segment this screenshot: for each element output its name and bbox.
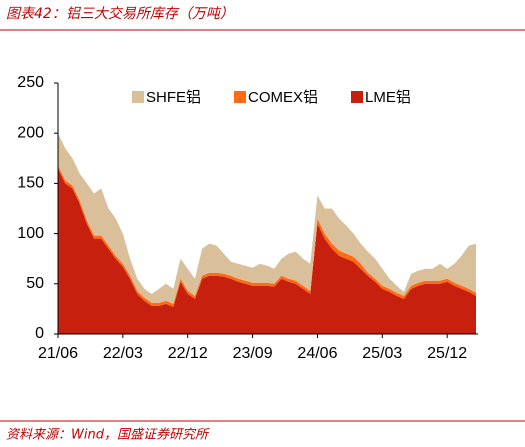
y-tick-label: 100 [17, 225, 44, 242]
x-tick-label: 22/03 [103, 345, 143, 362]
y-tick-label: 0 [35, 325, 44, 342]
legend-label: LME铝 [365, 89, 411, 106]
y-tick-label: 200 [17, 124, 44, 141]
legend-label: COMEX铝 [248, 89, 318, 106]
legend-swatch [234, 91, 246, 103]
chart-title: 图表42：铝三大交易所库存（万吨） [6, 6, 234, 22]
x-tick-label: 22/12 [168, 345, 208, 362]
y-tick-label: 50 [26, 275, 44, 292]
x-tick-label: 25/03 [362, 345, 402, 362]
x-tick-label: 23/09 [233, 345, 273, 362]
area [58, 168, 476, 334]
x-tick-label: 24/06 [297, 345, 337, 362]
x-tick-label: 21/06 [38, 345, 78, 362]
legend-swatch [132, 91, 144, 103]
legend-swatch [351, 91, 363, 103]
y-tick-label: 150 [17, 175, 44, 192]
source: 资料来源：Wind，国盛证券研究所 [6, 427, 210, 443]
area [58, 133, 476, 304]
x-tick-label: 25/12 [427, 345, 467, 362]
y-tick-label: 250 [17, 74, 44, 91]
legend-label: SHFE铝 [146, 89, 201, 106]
